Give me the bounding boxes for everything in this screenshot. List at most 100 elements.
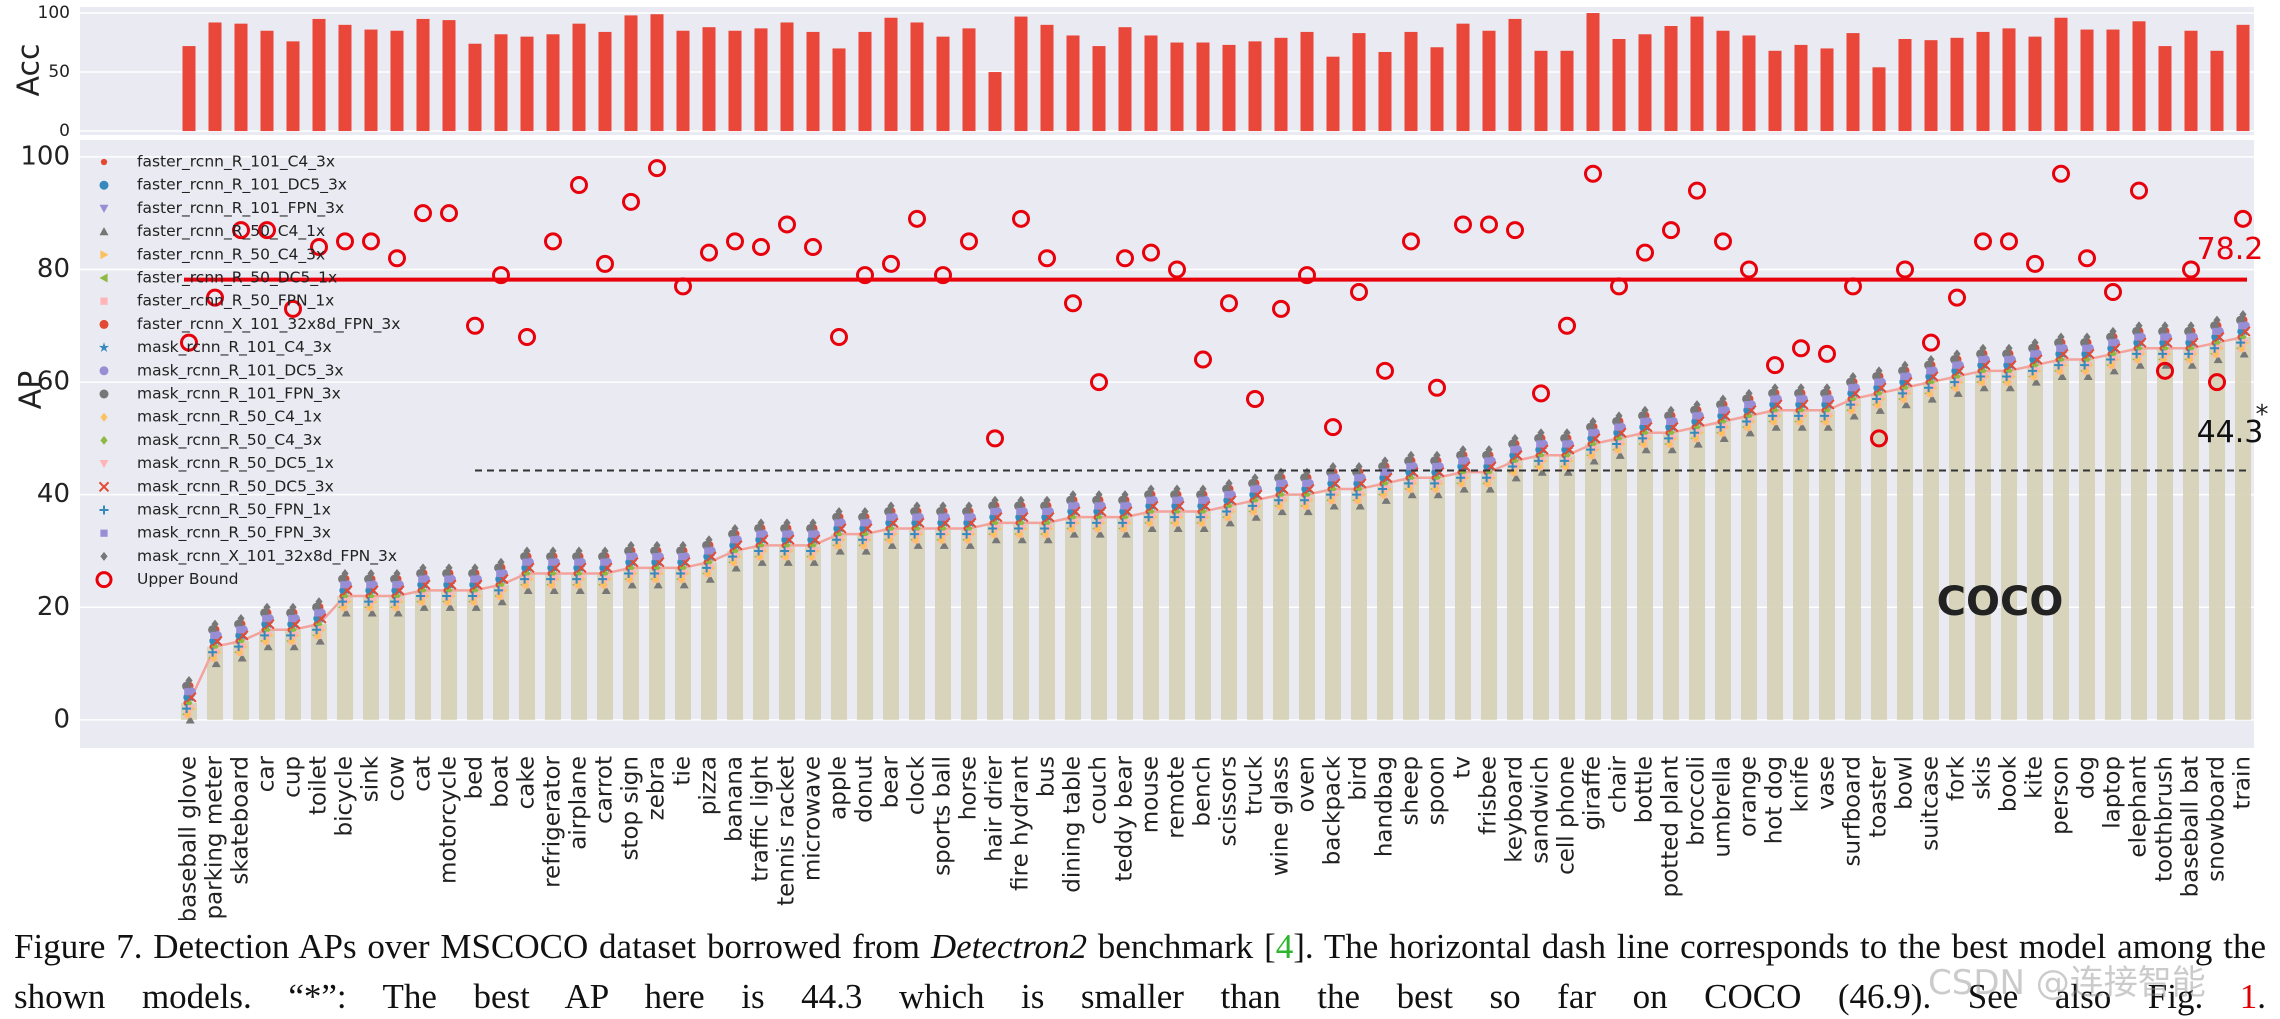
model-point — [1432, 462, 1440, 471]
reference-line-note: * — [2256, 400, 2269, 430]
upper-bound-marker — [882, 254, 900, 273]
accuracy-bar — [1404, 31, 1418, 132]
model-point — [1354, 474, 1362, 482]
model-point — [991, 535, 1001, 544]
accuracy-bar — [1092, 46, 1106, 132]
accuracy-bar — [832, 48, 846, 132]
mean-bar — [1611, 438, 1627, 720]
y-tick-label: 20 — [37, 592, 70, 622]
model-point — [1040, 523, 1050, 533]
upper-bound-marker — [1454, 215, 1472, 234]
mean-bar — [1247, 500, 1263, 720]
upper-bound-marker — [570, 176, 588, 195]
upper-bound-marker — [1350, 283, 1368, 301]
x-tick-label: apple — [826, 756, 852, 820]
upper-bound-marker — [1922, 333, 1940, 352]
x-tick-label: hair drier — [982, 755, 1008, 861]
model-point — [1225, 518, 1235, 527]
accuracy-bar — [1794, 44, 1808, 132]
upper-bound-marker — [856, 266, 874, 285]
model-point — [2210, 343, 2220, 353]
x-tick-label: wine glass — [1268, 756, 1294, 876]
model-point — [1953, 349, 1961, 359]
model-point — [1225, 478, 1233, 488]
upper-bound-marker — [2000, 232, 2018, 251]
accuracy-bar — [442, 20, 456, 132]
model-point — [574, 558, 582, 566]
model-point — [1979, 343, 1987, 353]
upper-bound-marker — [1246, 389, 1264, 408]
x-tick-label: snowboard — [2204, 756, 2230, 882]
model-point — [1016, 507, 1024, 516]
mean-bar — [1143, 511, 1159, 720]
accuracy-bar — [416, 18, 430, 132]
model-point — [1537, 450, 1545, 460]
model-point — [2187, 360, 2197, 369]
model-point — [522, 558, 530, 566]
accuracy-bar — [702, 27, 716, 132]
model-point — [884, 529, 894, 539]
legend: faster_rcnn_R_101_C4_3x faster_rcnn_R_101… — [137, 153, 400, 589]
accuracy-bar — [286, 41, 300, 132]
model-point — [1586, 445, 1596, 455]
model-point — [650, 568, 660, 578]
x-tick-label: cell phone — [1554, 756, 1580, 875]
model-point — [653, 540, 661, 550]
model-point — [910, 529, 920, 539]
x-tick-label: zebra — [644, 756, 670, 820]
x-tick-label: remote — [1164, 756, 1190, 839]
model-point — [234, 642, 244, 652]
upper-bound-marker — [492, 266, 510, 285]
model-point — [1745, 411, 1753, 421]
model-point — [1069, 529, 1079, 538]
upper-bound-marker — [2078, 249, 2096, 268]
model-point — [2106, 355, 2116, 365]
accuracy-bar — [338, 24, 352, 132]
model-point — [1277, 467, 1285, 477]
legend-marker — [100, 551, 108, 561]
legend-marker — [99, 273, 108, 283]
x-tick-label: bottle — [1632, 756, 1658, 823]
accuracy-bar — [1586, 13, 1600, 132]
model-point — [1407, 450, 1415, 460]
upper-bound-marker — [648, 159, 666, 178]
model-point — [1976, 371, 1986, 381]
model-point — [1927, 394, 1937, 403]
model-point — [2031, 360, 2039, 370]
model-point — [314, 609, 322, 617]
model-point — [1563, 428, 1571, 438]
model-point — [1251, 473, 1259, 483]
model-point — [1537, 467, 1547, 476]
model-point — [626, 552, 634, 561]
accuracy-bar — [2106, 29, 2120, 132]
model-point — [1277, 507, 1287, 516]
model-point — [445, 602, 455, 611]
accuracy-bar — [312, 18, 326, 132]
model-point — [601, 585, 611, 594]
model-point — [1352, 490, 1362, 500]
mean-bar — [675, 567, 691, 720]
model-point — [1485, 445, 1493, 455]
upper-bound-marker — [1324, 418, 1342, 437]
model-point — [1667, 405, 1675, 415]
model-point — [1121, 512, 1129, 522]
model-point — [1953, 388, 1963, 397]
accuracy-bar — [1820, 48, 1834, 132]
upper-bound-marker — [752, 237, 770, 256]
model-point — [809, 518, 817, 528]
model-point — [809, 557, 819, 566]
upper-bound-marker — [1220, 294, 1238, 313]
mean-bar — [701, 562, 717, 720]
accuracy-bar — [1950, 37, 1964, 132]
mean-bar — [1481, 472, 1497, 720]
mean-bar — [753, 545, 769, 720]
model-point — [861, 546, 871, 555]
model-point — [653, 580, 663, 589]
model-point — [1199, 507, 1207, 517]
x-tick-label: chair — [1606, 755, 1632, 813]
mean-bar — [1767, 410, 1783, 720]
model-point — [2239, 349, 2249, 358]
x-tick-label: bowl — [1892, 756, 1918, 810]
mean-bar — [1195, 511, 1211, 720]
mean-bar — [1663, 432, 1679, 720]
